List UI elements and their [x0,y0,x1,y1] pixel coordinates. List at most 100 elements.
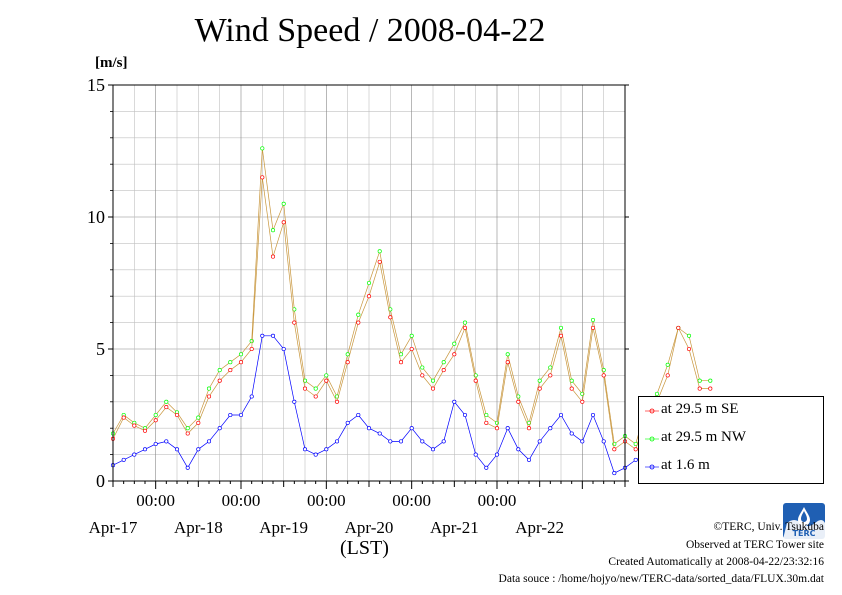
data-point [270,333,276,338]
data-point [324,373,329,378]
data-point [260,333,265,338]
data-point [548,426,553,431]
data-point [505,352,510,357]
data-point [345,352,350,357]
data-point [548,373,553,378]
x-date-label: Apr-21 [430,518,479,537]
data-point [697,378,702,383]
data-point [612,471,617,476]
data-point [121,415,126,420]
data-point [142,447,148,452]
data-point [580,399,585,404]
data-point [537,378,542,383]
data-point [484,412,489,418]
data-point [313,394,318,399]
data-point [537,439,542,444]
data-point [494,426,500,431]
x-date-label: Apr-22 [515,518,564,537]
legend-label-1-6m: at 1.6 m [661,457,710,473]
data-point [686,346,692,352]
x-time-label: 00:00 [392,491,431,510]
legend-label-se: at 29.5 m SE [661,401,739,417]
data-point [132,423,137,428]
data-point [334,399,340,404]
data-point [590,412,596,418]
data-point [313,452,318,457]
data-point [260,175,265,180]
data-point [665,362,670,367]
data-point [462,412,468,418]
data-point [377,259,382,264]
footer-observed: Observed at TERC Tower site [685,539,824,551]
data-point [366,294,372,299]
data-point [484,420,489,425]
data-point [633,447,638,452]
data-point [601,373,606,378]
data-point [558,325,564,330]
data-point [420,373,425,378]
data-point [441,439,446,444]
data-point [153,441,158,447]
data-point [377,249,382,254]
footer-source: Data souce : /home/hojyo/new/TERC-data/s… [498,573,824,585]
data-point [356,312,361,317]
data-point [185,465,190,470]
data-point [356,320,361,325]
y-tick-label: 10 [87,207,105,227]
data-point [708,378,713,383]
data-point [388,315,393,320]
data-point [142,428,148,433]
data-point [558,333,564,338]
data-point [292,399,297,404]
data-point [430,386,436,391]
data-point [313,386,318,391]
data-point [388,439,393,444]
data-point [441,368,446,373]
data-point [441,360,446,365]
x-time-label: 00:00 [136,491,175,510]
data-point [452,399,457,404]
data-point [366,280,372,286]
data-point [324,447,329,452]
data-point [473,378,478,383]
data-point [174,447,180,452]
data-point [206,439,212,444]
data-point [249,339,254,344]
data-point [356,412,361,418]
data-point [185,431,190,436]
x-date-label: Apr-18 [174,518,223,537]
data-point [462,325,468,330]
data-point [612,447,617,452]
data-point [654,391,660,396]
data-point [164,399,169,404]
x-time-label: 00:00 [222,491,261,510]
data-point [697,386,702,391]
data-point [196,447,201,452]
data-point [590,317,596,323]
data-point [494,452,500,457]
data-point [569,431,574,436]
chart-title: Wind Speed / 2008-04-22 [194,12,546,49]
data-point [238,360,244,365]
data-point [153,418,158,423]
data-point [484,465,489,470]
data-point [324,378,329,383]
terc-logo: TERC [783,503,825,539]
data-point [281,201,286,206]
data-point [420,365,425,370]
data-point [217,368,222,373]
data-point [281,220,286,225]
x-time-label: 00:00 [307,491,346,510]
data-point [526,426,532,431]
data-point [153,412,158,418]
legend-label-nw: at 29.5 m NW [661,429,746,445]
data-point [473,452,478,457]
data-point [398,439,404,444]
data-point [334,439,340,444]
data-point [686,333,692,338]
legend-item-se: at 29.5 m SE [639,400,823,422]
x-axis-label: (LST) [340,537,389,559]
data-point [228,368,233,373]
data-point [526,457,532,462]
data-point [302,447,308,452]
